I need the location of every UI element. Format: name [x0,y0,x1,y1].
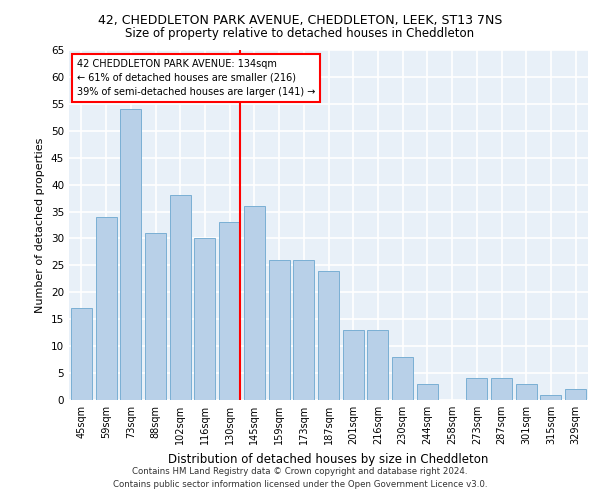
Bar [318,271,339,400]
Bar [491,378,512,400]
Bar [516,384,537,400]
Text: Contains HM Land Registry data © Crown copyright and database right 2024.: Contains HM Land Registry data © Crown c… [132,467,468,476]
Bar [269,260,290,400]
Bar [541,394,562,400]
Bar [219,222,240,400]
Bar [565,389,586,400]
Text: 42, CHEDDLETON PARK AVENUE, CHEDDLETON, LEEK, ST13 7NS: 42, CHEDDLETON PARK AVENUE, CHEDDLETON, … [98,14,502,27]
Bar [343,330,364,400]
Bar [392,357,413,400]
X-axis label: Distribution of detached houses by size in Cheddleton: Distribution of detached houses by size … [169,452,488,466]
Bar [466,378,487,400]
Bar [417,384,438,400]
Text: Contains public sector information licensed under the Open Government Licence v3: Contains public sector information licen… [113,480,487,489]
Bar [95,217,116,400]
Y-axis label: Number of detached properties: Number of detached properties [35,138,46,312]
Bar [293,260,314,400]
Bar [367,330,388,400]
Bar [120,109,141,400]
Bar [170,196,191,400]
Bar [244,206,265,400]
Text: 42 CHEDDLETON PARK AVENUE: 134sqm
← 61% of detached houses are smaller (216)
39%: 42 CHEDDLETON PARK AVENUE: 134sqm ← 61% … [77,59,315,97]
Bar [194,238,215,400]
Text: Size of property relative to detached houses in Cheddleton: Size of property relative to detached ho… [125,28,475,40]
Bar [71,308,92,400]
Bar [145,233,166,400]
